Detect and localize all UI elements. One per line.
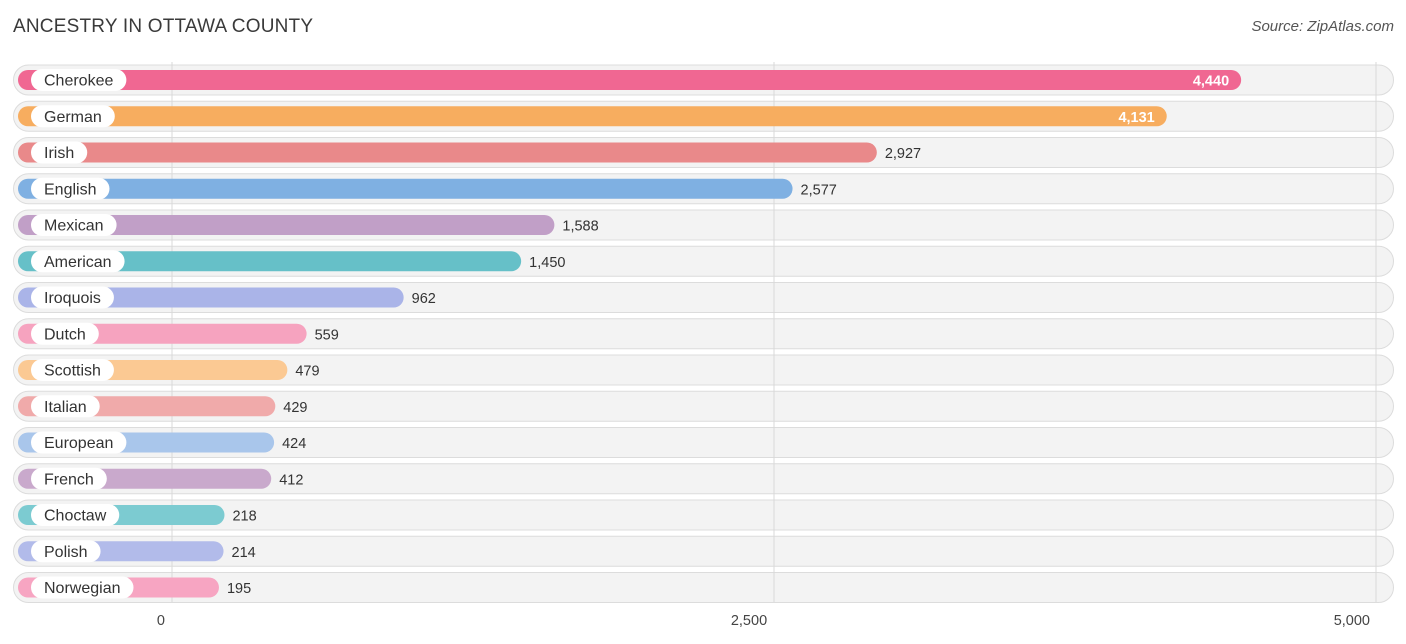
category-label: Italian <box>44 399 87 416</box>
value-label: 2,577 <box>801 182 837 198</box>
category-label-pill <box>31 214 117 236</box>
category-label-pill <box>31 105 115 128</box>
category-label: Choctaw <box>44 508 107 525</box>
row-track <box>13 572 1394 603</box>
bar <box>18 178 793 199</box>
category-label: Dutch <box>44 326 86 343</box>
bar <box>18 251 522 272</box>
category-label: American <box>44 254 112 271</box>
category-label: English <box>44 181 96 198</box>
value-label: 4,131 <box>1118 110 1154 126</box>
value-label: 214 <box>232 545 256 561</box>
value-label: 1,588 <box>562 219 598 235</box>
category-label-pill <box>31 395 100 418</box>
category-label: European <box>44 435 113 452</box>
category-label: Mexican <box>44 218 104 235</box>
category-label: Scottish <box>44 363 101 380</box>
x-tick-label: 0 <box>157 613 165 629</box>
row-track <box>13 390 1394 422</box>
category-label: Iroquois <box>44 290 101 307</box>
category-label: German <box>44 109 102 126</box>
category-label-pill <box>31 540 101 563</box>
value-label: 218 <box>232 509 256 525</box>
category-label-pill <box>31 69 127 91</box>
value-label: 4,440 <box>1193 74 1229 90</box>
row-track <box>13 427 1394 458</box>
category-label: Irish <box>44 145 74 162</box>
x-tick-label: 2,500 <box>731 613 767 629</box>
bar <box>18 215 555 235</box>
row-track <box>13 354 1394 386</box>
category-label-pill <box>31 504 120 526</box>
category-label-pill <box>31 431 127 454</box>
chart-title: ANCESTRY IN OTTAWA COUNTY <box>13 16 314 37</box>
value-label: 429 <box>283 400 307 416</box>
value-label: 479 <box>295 364 319 380</box>
bar <box>18 70 1242 90</box>
row-track <box>13 535 1394 567</box>
category-label-pill <box>31 141 88 164</box>
value-label: 2,927 <box>885 146 921 162</box>
category-label-pill <box>31 322 99 345</box>
category-label-pill <box>31 576 134 599</box>
category-label: Polish <box>44 544 88 561</box>
category-label: French <box>44 471 94 488</box>
category-label: Cherokee <box>44 73 113 90</box>
value-label: 962 <box>412 291 436 307</box>
bar <box>18 142 877 163</box>
bar <box>18 287 404 308</box>
category-label: Norwegian <box>44 580 120 597</box>
bar <box>18 106 1167 127</box>
value-label: 559 <box>315 327 339 343</box>
category-label-pill <box>31 359 114 381</box>
category-label-pill <box>31 250 125 273</box>
value-label: 1,450 <box>529 255 565 271</box>
value-label: 412 <box>279 472 303 488</box>
row-track <box>13 499 1394 531</box>
source-credit: Source: ZipAtlas.com <box>1251 18 1394 35</box>
category-label-pill <box>31 177 110 200</box>
category-label-pill <box>31 467 107 490</box>
row-track <box>13 318 1394 350</box>
value-label: 424 <box>282 436 306 452</box>
category-label-pill <box>31 286 114 309</box>
row-track <box>13 463 1394 495</box>
value-label: 195 <box>227 581 251 597</box>
x-tick-label: 5,000 <box>1334 613 1370 629</box>
